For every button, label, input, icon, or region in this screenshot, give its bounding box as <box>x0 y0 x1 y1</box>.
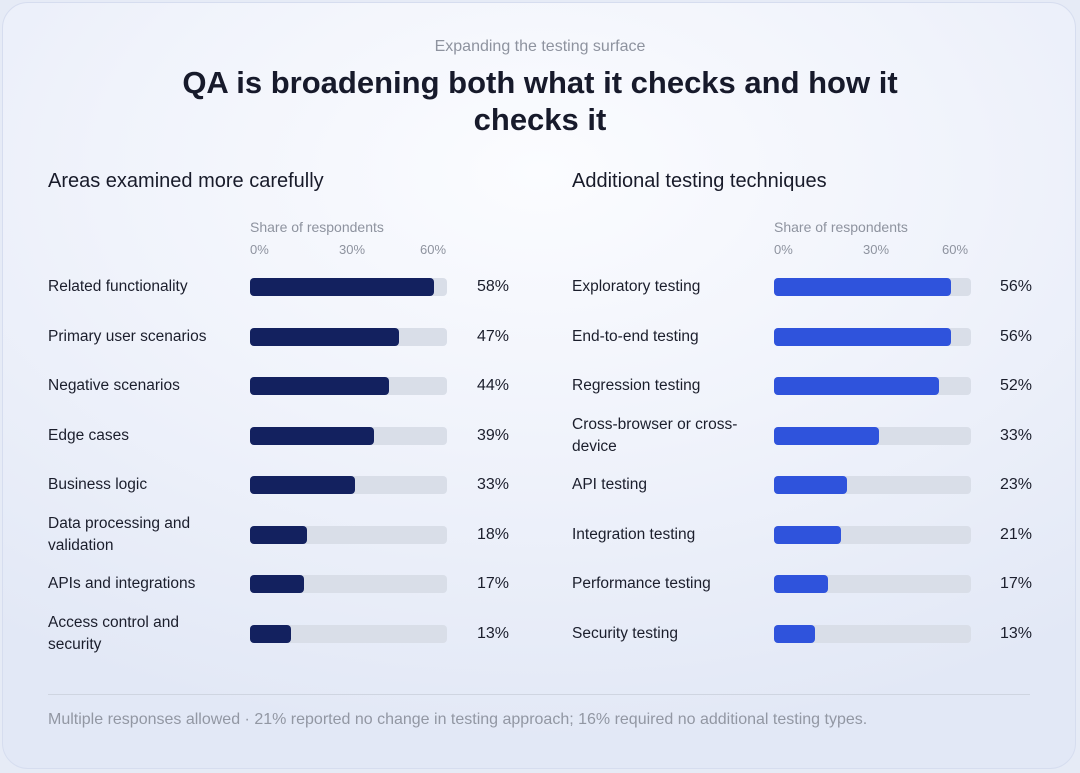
left-bar-track <box>250 327 447 346</box>
right-bar-track <box>774 327 971 346</box>
right-category-label: Integration testing <box>572 525 696 543</box>
right-category-label: Performance testing <box>572 575 711 592</box>
right-category-label: API testing <box>572 476 647 493</box>
right-category-label: Cross-browser or cross-device <box>572 415 738 455</box>
left-bar-track <box>250 476 447 494</box>
left-bar <box>250 327 399 346</box>
right-bar-track <box>774 525 971 544</box>
right-bar-track <box>774 624 971 643</box>
right-panel-title: Additional testing techniques <box>572 170 827 192</box>
left-bar <box>250 624 292 643</box>
left-bar-track <box>250 525 447 544</box>
left-category-label: Primary user scenarios <box>48 327 207 345</box>
right-category-label: Exploratory testing <box>572 278 701 295</box>
left-category-label: Related functionality <box>48 278 188 295</box>
footer-divider <box>48 694 1030 695</box>
left-value-label: 13% <box>477 624 510 642</box>
right-value-label: 52% <box>1000 377 1033 394</box>
right-tick-label: 30% <box>863 242 890 257</box>
left-value-label: 39% <box>477 426 510 444</box>
right-bar <box>774 278 952 296</box>
left-value-label: 17% <box>477 575 510 592</box>
right-value-label: 13% <box>1000 624 1033 642</box>
left-bar-track <box>250 377 447 395</box>
right-value-label: 17% <box>1000 575 1033 592</box>
right-bar <box>774 327 952 346</box>
right-bar-track <box>774 575 971 593</box>
right-bar-track <box>774 476 971 494</box>
right-bar-track <box>774 278 971 296</box>
chart-subtitle: Expanding the testing surface <box>434 38 646 55</box>
left-category-label: Business logic <box>48 476 148 493</box>
left-tick-label: 0% <box>250 242 269 257</box>
chart-title: QA is broadening both what it checks and… <box>182 65 898 137</box>
left-category-label: Access control and security <box>48 613 179 653</box>
left-bar <box>250 575 304 593</box>
left-value-label: 47% <box>477 327 510 345</box>
right-bar-track <box>774 377 971 395</box>
left-value-label: 58% <box>477 278 510 295</box>
left-tick-label: 30% <box>339 242 366 257</box>
right-bar <box>774 476 847 494</box>
left-panel-title: Areas examined more carefully <box>48 170 324 192</box>
left-tick-label: 60% <box>420 242 447 257</box>
right-bar-track <box>774 426 971 445</box>
left-category-label: Edge cases <box>48 426 129 444</box>
right-value-label: 23% <box>1000 476 1033 493</box>
right-value-label: 33% <box>1000 426 1033 444</box>
right-tick-label: 60% <box>942 242 969 257</box>
left-bar <box>250 426 374 445</box>
right-category-label: Regression testing <box>572 377 701 394</box>
left-bar-track <box>250 624 447 643</box>
right-bar <box>774 624 816 643</box>
left-bar-track <box>250 278 447 296</box>
left-bar <box>250 525 307 544</box>
right-tick-label: 0% <box>774 242 793 257</box>
left-value-label: 44% <box>477 377 510 394</box>
footnote: Multiple responses allowed · 21% reporte… <box>48 711 868 728</box>
left-bar-track <box>250 426 447 445</box>
left-category-label: Data processing and validation <box>48 514 191 554</box>
right-bar <box>774 377 939 395</box>
left-category-label: Negative scenarios <box>48 377 180 394</box>
right-value-label: 56% <box>1000 278 1033 295</box>
left-value-label: 33% <box>477 476 510 493</box>
right-value-label: 21% <box>1000 525 1033 543</box>
right-bar <box>774 575 828 593</box>
left-bar <box>250 476 355 494</box>
right-bar <box>774 426 879 445</box>
right-category-label: Security testing <box>572 624 678 642</box>
left-bar-track <box>250 575 447 593</box>
left-category-label: APIs and integrations <box>48 575 196 592</box>
left-value-label: 18% <box>477 525 510 543</box>
left-bar <box>250 377 390 395</box>
left-bar <box>250 278 434 296</box>
left-axis-label: Share of respondents <box>250 219 384 235</box>
right-bar <box>774 525 841 544</box>
right-axis-label: Share of respondents <box>774 219 908 235</box>
right-category-label: End-to-end testing <box>572 327 699 345</box>
right-value-label: 56% <box>1000 327 1033 345</box>
